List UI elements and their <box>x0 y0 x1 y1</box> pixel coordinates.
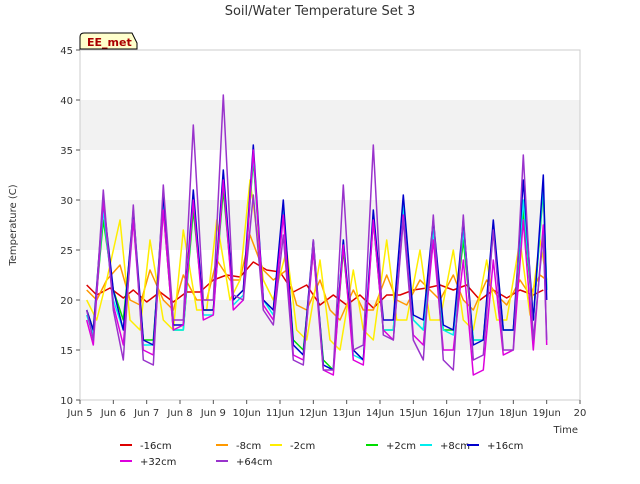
station-label-text: EE_met <box>87 36 132 49</box>
x-tick-label: 14Jun <box>366 408 394 419</box>
legend-label: +16cm <box>487 441 523 452</box>
x-tick-label: Jun 8 <box>166 408 192 419</box>
legend-item: -8cm <box>216 441 261 452</box>
series-lines <box>85 94 548 376</box>
grid-band <box>80 100 580 150</box>
x-tick-label: 16Jun <box>432 408 460 419</box>
station-label-box <box>79 32 138 50</box>
x-axis-label: Time <box>553 425 578 436</box>
legend-item: +16cm <box>467 441 523 452</box>
legend-item: -2cm <box>270 441 315 452</box>
y-tick-label: 35 <box>60 146 73 157</box>
x-tick-label: 15Jun <box>399 408 427 419</box>
legend-item: +8cm <box>420 441 470 452</box>
y-tick-label: 45 <box>60 46 73 57</box>
grid-band <box>80 200 580 250</box>
legend-label: -2cm <box>290 441 315 452</box>
x-tick-label: 17Jun <box>466 408 494 419</box>
legend-label: +32cm <box>140 457 176 468</box>
series-line-m2cm <box>86 179 548 351</box>
legend-label: +8cm <box>440 441 470 452</box>
x-tick-label: 10Jun <box>232 408 260 419</box>
x-tick-label: 20 <box>574 408 587 419</box>
legend-item: -16cm <box>120 441 172 452</box>
series-line-p64cm <box>85 94 548 371</box>
legend-item: +32cm <box>120 457 176 468</box>
station-label: EE_met <box>79 32 138 50</box>
legend-label: +2cm <box>386 441 416 452</box>
x-tick-label: Jun 6 <box>100 408 126 419</box>
legend-label: -8cm <box>236 441 261 452</box>
chart-title: Soil/Water Temperature Set 3 <box>225 4 416 19</box>
x-tick-label: 18Jun <box>499 408 527 419</box>
legend-item: +64cm <box>216 457 272 468</box>
x-tick-label: 13Jun <box>332 408 360 419</box>
x-tick-label: Jun 7 <box>133 408 159 419</box>
plot-border <box>79 49 581 401</box>
y-tick-label: 25 <box>60 246 73 257</box>
x-axis-ticks: Jun 5 Jun 6 Jun 7 Jun 8 Jun 9 10Jun 11Jun 12Jun… <box>66 400 586 419</box>
x-tick-label: 11Jun <box>266 408 294 419</box>
series-line-m8cm <box>86 234 548 321</box>
y-tick-label: 20 <box>60 296 73 307</box>
y-tick-label: 15 <box>60 346 73 357</box>
legend-item: +2cm <box>366 441 416 452</box>
y-tick-label: 40 <box>60 96 73 107</box>
legend-label: +64cm <box>236 457 272 468</box>
x-tick-label: Jun 5 <box>66 408 92 419</box>
legend-label: -16cm <box>140 441 172 452</box>
y-axis-ticks: 10 15 20 25 30 35 40 45 <box>60 46 80 407</box>
x-tick-label: 19Jun <box>532 408 560 419</box>
x-tick-label: Jun 9 <box>200 408 226 419</box>
y-tick-label: 30 <box>60 196 73 207</box>
x-tick-label: 12Jun <box>299 408 327 419</box>
y-axis-label: Temperature (C) <box>8 184 19 266</box>
legend: -16cm -8cm -2cm +2cm +8cm +16cm +32cm +64cm <box>120 441 523 468</box>
y-tick-label: 10 <box>60 396 73 407</box>
